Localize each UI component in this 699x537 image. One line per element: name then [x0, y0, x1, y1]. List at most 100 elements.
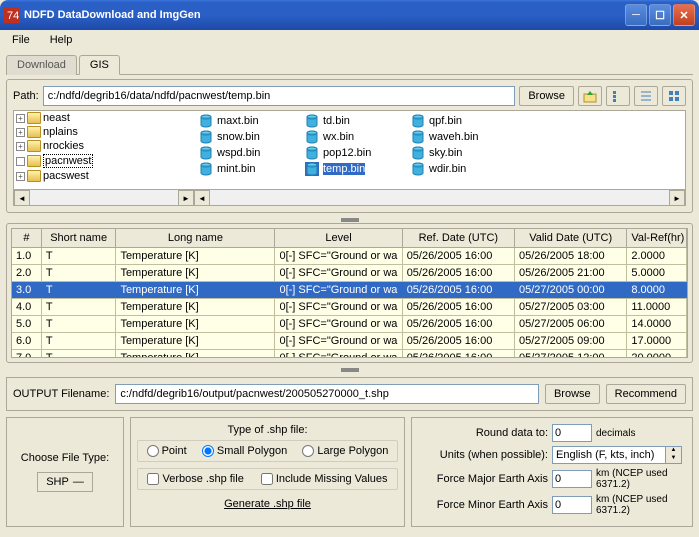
- output-group: OUTPUT Filename: Browse Recommend: [6, 377, 693, 411]
- db-icon: [199, 162, 213, 176]
- minor-axis-input[interactable]: [552, 496, 592, 514]
- round-input[interactable]: [552, 424, 592, 442]
- menu-file[interactable]: File: [6, 32, 36, 48]
- col-refdate[interactable]: Ref. Date (UTC): [403, 229, 515, 247]
- db-icon: [411, 130, 425, 144]
- file-item[interactable]: waveh.bin: [410, 129, 500, 145]
- file-item[interactable]: qpf.bin: [410, 113, 500, 129]
- shp-options: Verbose .shp file Include Missing Values: [137, 468, 398, 490]
- menu-help[interactable]: Help: [44, 32, 79, 48]
- output-label: OUTPUT Filename:: [13, 388, 109, 400]
- svg-text:74: 74: [7, 10, 19, 22]
- file-item[interactable]: mint.bin: [198, 161, 288, 177]
- tree-scrollbar[interactable]: ◄►: [14, 189, 194, 205]
- minor-axis-note: km (NCEP used 6371.2): [596, 494, 686, 516]
- output-input[interactable]: [115, 384, 539, 404]
- shp-type-radios: Point Small Polygon Large Polygon: [137, 440, 398, 462]
- db-icon: [199, 146, 213, 160]
- tree-item[interactable]: pacnwest: [14, 153, 194, 169]
- db-icon: [411, 162, 425, 176]
- tab-row: Download GIS: [6, 54, 693, 75]
- col-longname[interactable]: Long name: [116, 229, 275, 247]
- splitter-mid[interactable]: [6, 367, 693, 373]
- decimals-label: decimals: [596, 428, 686, 439]
- tree-item[interactable]: +pacswest: [14, 169, 194, 183]
- col-valref[interactable]: Val-Ref(hr): [627, 229, 687, 247]
- view-details-button[interactable]: [634, 86, 658, 106]
- table-row[interactable]: 1.0TTemperature [K]0[-] SFC="Ground or w…: [12, 248, 687, 265]
- major-axis-label: Force Major Earth Axis: [418, 473, 548, 485]
- file-item[interactable]: temp.bin: [304, 161, 394, 177]
- close-button[interactable]: ✕: [673, 4, 695, 26]
- db-icon: [305, 130, 319, 144]
- col-level[interactable]: Level: [275, 229, 402, 247]
- file-item[interactable]: wspd.bin: [198, 145, 288, 161]
- db-icon: [305, 162, 319, 176]
- units-label: Units (when possible):: [418, 449, 548, 461]
- filetype-label: Choose File Type:: [21, 452, 109, 464]
- path-group: Path: Browse +neast+nplains+nrockies pac…: [6, 79, 693, 213]
- up-folder-button[interactable]: [578, 86, 602, 106]
- tab-download[interactable]: Download: [6, 55, 77, 75]
- radio-point[interactable]: Point: [147, 445, 187, 457]
- db-icon: [199, 114, 213, 128]
- check-missing[interactable]: Include Missing Values: [261, 473, 388, 485]
- file-item[interactable]: pop12.bin: [304, 145, 394, 161]
- units-combo[interactable]: English (F, kts, inch)▲▼: [552, 446, 682, 464]
- col-shortname[interactable]: Short name: [42, 229, 117, 247]
- file-item[interactable]: maxt.bin: [198, 113, 288, 129]
- path-label: Path:: [13, 90, 39, 102]
- maximize-button[interactable]: ☐: [649, 4, 671, 26]
- view-large-button[interactable]: [662, 86, 686, 106]
- tree-item[interactable]: +nrockies: [14, 139, 194, 153]
- grid-body[interactable]: 1.0TTemperature [K]0[-] SFC="Ground or w…: [12, 248, 687, 357]
- table-row[interactable]: 3.0TTemperature [K]0[-] SFC="Ground or w…: [12, 282, 687, 299]
- file-item[interactable]: wx.bin: [304, 129, 394, 145]
- path-browse-button[interactable]: Browse: [519, 86, 574, 106]
- minimize-button[interactable]: ─: [625, 4, 647, 26]
- grid-group: # Short name Long name Level Ref. Date (…: [6, 223, 693, 363]
- file-item[interactable]: wdir.bin: [410, 161, 500, 177]
- rounding-panel: Round data to: decimals Units (when poss…: [411, 417, 693, 527]
- output-recommend-button[interactable]: Recommend: [606, 384, 686, 404]
- table-row[interactable]: 5.0TTemperature [K]0[-] SFC="Ground or w…: [12, 316, 687, 333]
- file-list[interactable]: maxt.binsnow.binwspd.binmint.bin td.binwx…: [194, 111, 685, 189]
- file-item[interactable]: sky.bin: [410, 145, 500, 161]
- bottom-panels: Choose File Type: SHP— Type of .shp file…: [6, 417, 693, 527]
- minor-axis-label: Force Minor Earth Axis: [418, 499, 548, 511]
- major-axis-input[interactable]: [552, 470, 592, 488]
- shp-dropdown[interactable]: SHP—: [37, 472, 93, 492]
- file-browser: +neast+nplains+nrockies pacnwest+pacswes…: [13, 110, 686, 206]
- menubar: File Help: [0, 30, 699, 50]
- round-label: Round data to:: [418, 427, 548, 439]
- col-num[interactable]: #: [12, 229, 42, 247]
- file-item[interactable]: snow.bin: [198, 129, 288, 145]
- tree-item[interactable]: +neast: [14, 111, 194, 125]
- path-input[interactable]: [43, 86, 516, 106]
- table-row[interactable]: 2.0TTemperature [K]0[-] SFC="Ground or w…: [12, 265, 687, 282]
- check-verbose[interactable]: Verbose .shp file: [147, 473, 243, 485]
- output-browse-button[interactable]: Browse: [545, 384, 600, 404]
- generate-shp-button[interactable]: Generate .shp file: [137, 496, 398, 512]
- radio-large-polygon[interactable]: Large Polygon: [302, 445, 388, 457]
- tab-gis[interactable]: GIS: [79, 55, 120, 75]
- grid-header: # Short name Long name Level Ref. Date (…: [12, 229, 687, 248]
- filetype-panel: Choose File Type: SHP—: [6, 417, 124, 527]
- db-icon: [199, 130, 213, 144]
- shp-panel: Type of .shp file: Point Small Polygon L…: [130, 417, 405, 527]
- table-row[interactable]: 4.0TTemperature [K]0[-] SFC="Ground or w…: [12, 299, 687, 316]
- folder-tree[interactable]: +neast+nplains+nrockies pacnwest+pacswes…: [14, 111, 194, 189]
- data-grid: # Short name Long name Level Ref. Date (…: [11, 228, 688, 358]
- radio-small-polygon[interactable]: Small Polygon: [202, 445, 287, 457]
- file-item[interactable]: td.bin: [304, 113, 394, 129]
- titlebar: 74 NDFD DataDownload and ImgGen ─ ☐ ✕: [0, 0, 699, 30]
- table-row[interactable]: 6.0TTemperature [K]0[-] SFC="Ground or w…: [12, 333, 687, 350]
- db-icon: [305, 146, 319, 160]
- view-list-button[interactable]: [606, 86, 630, 106]
- files-scrollbar[interactable]: ◄►: [194, 189, 685, 205]
- col-validdate[interactable]: Valid Date (UTC): [515, 229, 627, 247]
- tree-item[interactable]: +nplains: [14, 125, 194, 139]
- db-icon: [305, 114, 319, 128]
- shp-title: Type of .shp file:: [137, 424, 398, 436]
- table-row[interactable]: 7.0TTemperature [K]0[-] SFC="Ground or w…: [12, 350, 687, 357]
